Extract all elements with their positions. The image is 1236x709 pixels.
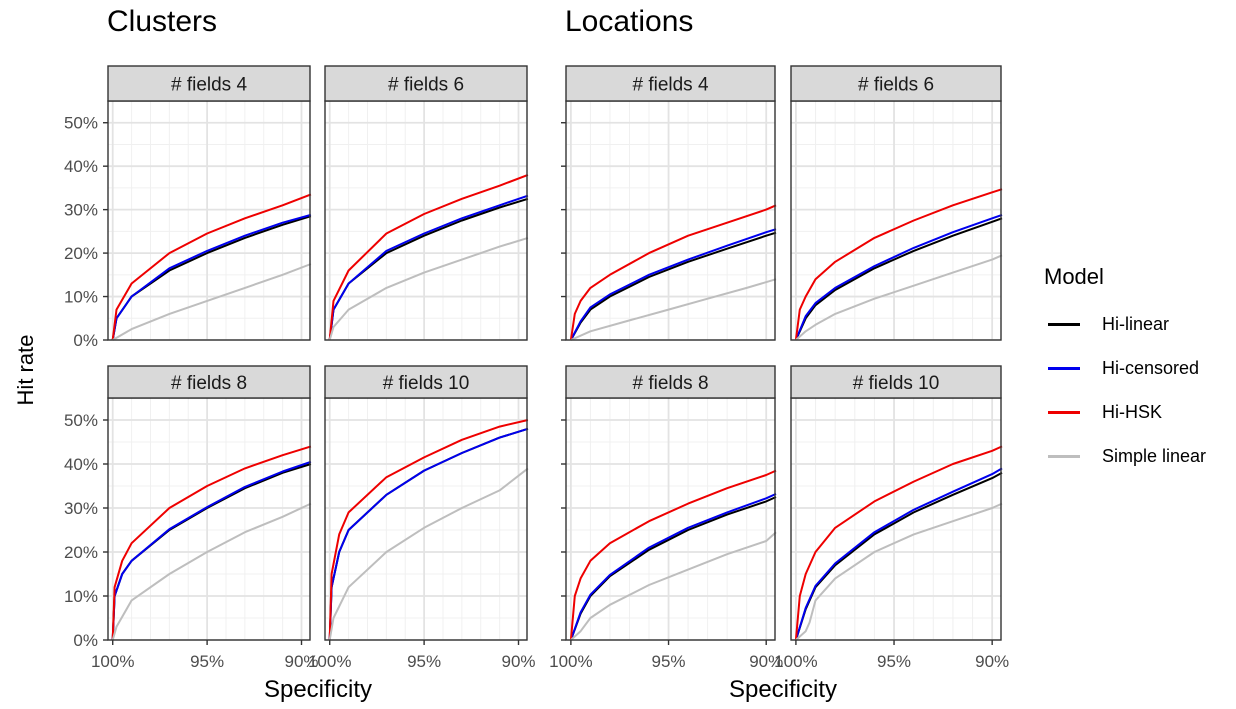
series-line-hi-hsk-locations-fields-10 [794,445,1003,641]
legend-key-simple-linear [1048,454,1080,458]
series-line-simple-linear-locations-fields-10 [795,502,1003,641]
legend-key-hi-linear [1048,322,1080,326]
x-axis-label-clusters: Specificity [263,676,373,703]
x-tick-label: 90% [284,652,318,671]
series-line-hi-hsk-clusters-fields-10 [328,419,529,641]
panel-strip-label-locations-fields-8: # fields 8 [632,373,708,394]
y-tick-label: 50% [64,411,98,430]
series-line-hi-censored-clusters-fields-8 [111,460,312,641]
x-tick-label: 95% [190,652,224,671]
series-line-hi-censored-clusters-fields-10 [328,427,529,641]
series-line-hi-censored-locations-fields-8 [569,492,777,641]
x-tick-label: 90% [501,652,535,671]
series-line-hi-censored-locations-fields-10 [794,467,1003,641]
x-tick-label: 90% [749,652,783,671]
series-line-simple-linear-locations-fields-4 [570,278,777,341]
y-tick-label: 40% [64,455,98,474]
panel-bg-locations-fields-6 [791,101,1001,340]
panel-strip-locations-fields-10 [790,365,1002,399]
panel-strip-clusters-fields-10 [324,365,528,399]
y-tick-label: 0% [73,331,98,350]
panel-strip-clusters-fields-8 [107,365,311,399]
legend-label-hi-linear: Hi-linear [1102,313,1170,334]
x-tick-label: 90% [975,652,1009,671]
x-tick-label: 100% [91,652,134,671]
x-tick-label: 100% [774,652,817,671]
panel-strip-label-locations-fields-10: # fields 10 [853,373,940,394]
legend-key-hi-hsk [1048,410,1080,414]
legend-label-hi-censored: Hi-censored [1102,357,1200,378]
x-tick-label: 95% [877,652,911,671]
series-line-hi-censored-locations-fields-6 [794,213,1003,341]
panel-strip-label-clusters-fields-4: # fields 4 [171,75,247,96]
series-line-hi-hsk-locations-fields-6 [794,188,1003,341]
series-line-hi-hsk-clusters-fields-8 [111,445,312,641]
chart-canvas: # fields 4 0% 10% 20% 30% 40% 50% # fields 6 # f… [64,65,1009,671]
series-line-simple-linear-clusters-fields-10 [328,467,529,641]
legend-item-simple-linear: Simple linear [1048,446,1206,466]
series-line-simple-linear-clusters-fields-4 [112,263,312,341]
panel-strip-label-locations-fields-6: # fields 6 [858,75,934,96]
legend-label-hi-hsk: Hi-HSK [1102,401,1163,422]
y-tick-label: 10% [64,587,98,606]
legend-item-hi-hsk: Hi-HSK [1048,402,1162,422]
series-line-hi-hsk-locations-fields-4 [569,204,777,341]
x-tick-label: 100% [308,652,351,671]
series-line-hi-censored-clusters-fields-6 [328,194,529,341]
legend: Model Hi-linear Hi-censored Hi-HSK Simpl… [1044,258,1234,466]
y-tick-label: 10% [64,288,98,307]
x-tick-label: 100% [549,652,592,671]
panel-strip-locations-fields-6 [790,65,1002,102]
y-tick-label: 40% [64,157,98,176]
panel-strip-label-clusters-fields-6: # fields 6 [388,75,464,96]
series-line-hi-hsk-clusters-fields-6 [328,173,529,341]
series-line-simple-linear-locations-fields-8 [570,531,777,641]
panel-strip-label-clusters-fields-10: # fields 10 [383,373,470,394]
y-tick-label: 20% [64,543,98,562]
x-axis-label-locations: Specificity [728,676,838,703]
series-line-hi-censored-locations-fields-4 [570,228,777,341]
panel-strip-locations-fields-4 [565,65,776,102]
legend-item-hi-censored: Hi-censored [1048,358,1199,378]
series-line-hi-hsk-locations-fields-8 [569,469,777,641]
series-line-simple-linear-locations-fields-6 [795,254,1003,341]
panel-bg-clusters-fields-6 [325,101,527,340]
panel-strip-locations-fields-8 [565,365,776,399]
panel-bg-locations-fields-8 [566,398,775,640]
x-tick-label: 95% [407,652,441,671]
series-line-hi-hsk-clusters-fields-4 [111,193,312,341]
x-tick-label: 95% [652,652,686,671]
panel-strip-clusters-fields-6 [324,65,528,102]
panel-bg-clusters-fields-10 [325,398,527,640]
legend-title: Model [1044,264,1104,289]
group-title-locations: Locations [565,5,694,38]
legend-item-hi-linear: Hi-linear [1048,314,1169,334]
series-line-simple-linear-clusters-fields-6 [328,236,529,341]
series-line-hi-linear-locations-fields-6 [794,217,1003,341]
y-tick-label: 30% [64,201,98,220]
series-line-simple-linear-clusters-fields-8 [111,502,312,641]
y-tick-label: 0% [73,631,98,650]
legend-label-simple-linear: Simple linear [1102,445,1207,466]
y-tick-label: 50% [64,114,98,133]
legend-key-hi-censored [1048,366,1080,370]
panel-strip-clusters-fields-4 [107,65,311,102]
panel-strip-label-clusters-fields-8: # fields 8 [171,373,247,394]
panel-strip-label-locations-fields-4: # fields 4 [632,75,708,96]
group-title-clusters: Clusters [107,5,218,38]
series-line-hi-censored-clusters-fields-4 [111,213,312,341]
y-tick-label: 20% [64,244,98,263]
y-tick-label: 30% [64,499,98,518]
panel-bg-clusters-fields-4 [108,101,310,340]
